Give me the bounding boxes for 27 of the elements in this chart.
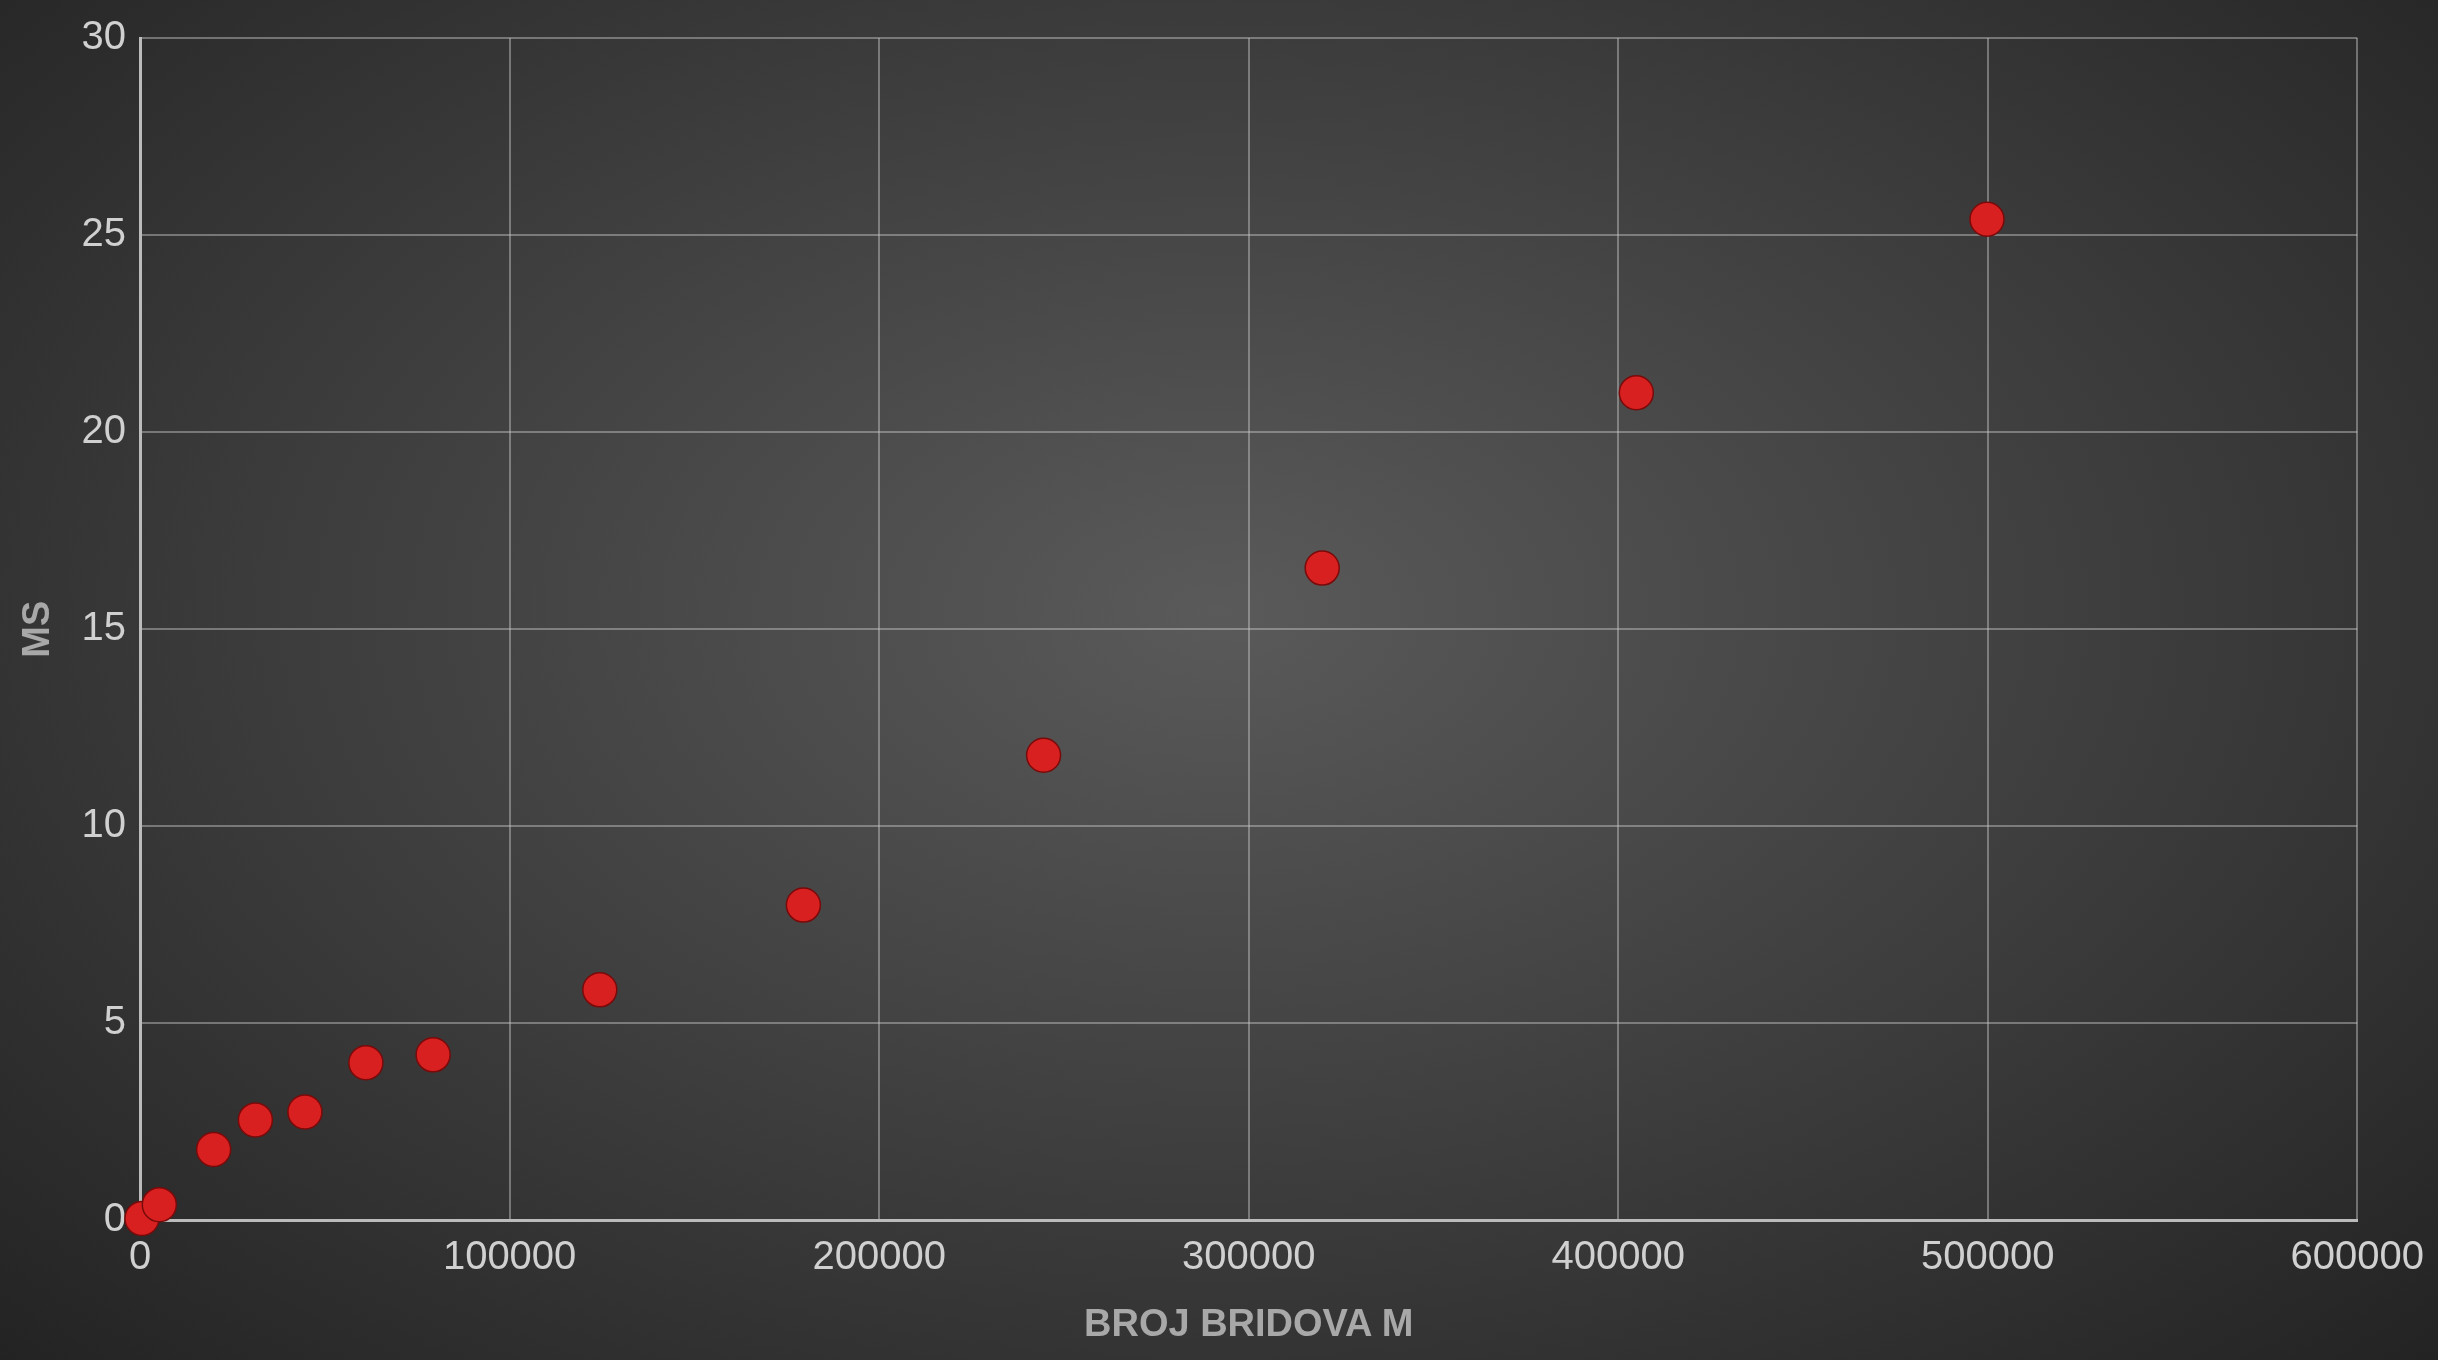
point xyxy=(1969,201,2005,238)
y-tick-label: 5 xyxy=(103,998,127,1043)
y-tick-label: 10 xyxy=(81,801,127,846)
point xyxy=(1618,374,1655,411)
x-tick-label: 400000 xyxy=(1551,1233,1685,1278)
point xyxy=(415,1037,451,1073)
x-tick-label: 600000 xyxy=(2290,1233,2424,1278)
y-tick-label: 25 xyxy=(81,210,127,255)
y-tick-label: 20 xyxy=(81,407,127,452)
x-tick-label: 300000 xyxy=(1181,1233,1316,1278)
point xyxy=(785,887,822,923)
point xyxy=(195,1131,232,1168)
point xyxy=(348,1045,384,1081)
y-tick-label: 15 xyxy=(81,604,127,649)
point xyxy=(1025,737,1062,774)
x-tick-label: 200000 xyxy=(812,1233,946,1278)
y-axis-title: MS xyxy=(15,600,58,658)
x-tick-label: 100000 xyxy=(442,1233,577,1278)
x-axis-title: BROJ BRIDOVA M xyxy=(1084,1301,1414,1344)
point xyxy=(141,1186,178,1223)
y-tick-label: 30 xyxy=(81,13,127,58)
point xyxy=(287,1094,323,1130)
point xyxy=(1304,550,1340,586)
y-tick-label: 0 xyxy=(103,1195,127,1240)
x-tick-label: 500000 xyxy=(1920,1233,2055,1278)
point xyxy=(237,1102,274,1138)
point xyxy=(582,972,618,1008)
